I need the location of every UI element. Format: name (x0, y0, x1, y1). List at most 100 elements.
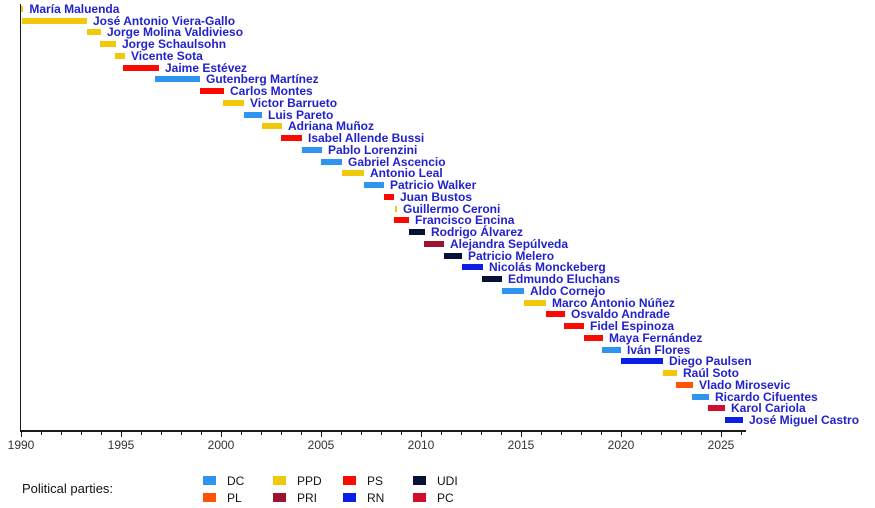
person-name[interactable]: Adriana Muñoz (288, 119, 374, 134)
x-axis-major-tick (121, 431, 122, 437)
person-name[interactable]: Fidel Espinoza (590, 319, 675, 334)
person-name[interactable]: Diego Paulsen (669, 354, 752, 369)
x-axis-major-tick (21, 431, 22, 437)
term-bar (21, 6, 24, 12)
person-name[interactable]: Gutenberg Martínez (206, 72, 319, 87)
x-axis-minor-tick (681, 431, 682, 435)
x-axis-minor-tick (61, 431, 62, 435)
legend-swatch-ps (343, 476, 356, 485)
term-bar (87, 29, 101, 36)
x-axis-minor-tick (81, 431, 82, 435)
x-axis-minor-tick (741, 431, 742, 435)
term-bar (602, 346, 621, 353)
x-axis-major-tick (221, 431, 222, 437)
person-name[interactable]: Patricio Walker (390, 178, 477, 193)
person-name[interactable]: Iván Flores (627, 342, 691, 357)
legend-swatch-pl (203, 493, 216, 502)
term-bar (546, 311, 565, 318)
person-name[interactable]: Ricardo Cifuentes (715, 389, 818, 404)
term-bar (394, 217, 409, 224)
x-axis-minor-tick (401, 431, 402, 435)
x-axis-tick-label: 2015 (507, 438, 535, 452)
legend-swatch-pri (273, 493, 286, 502)
term-bar (342, 170, 364, 177)
person-name[interactable]: Guillermo Ceroni (403, 201, 501, 216)
x-axis-tick-label: 2025 (707, 438, 735, 452)
term-bar (692, 393, 709, 400)
person-name[interactable]: Marco Antonio Núñez (552, 295, 675, 310)
x-axis-minor-tick (261, 431, 262, 435)
person-name[interactable]: Juan Bustos (400, 189, 473, 204)
person-name[interactable]: Alejandra Sepúlveda (450, 236, 569, 251)
x-axis-minor-tick (541, 431, 542, 435)
person-name[interactable]: Karol Cariola (731, 401, 806, 416)
legend-swatch-pc (413, 493, 426, 502)
person-name[interactable]: Vicente Sota (131, 48, 203, 63)
y-axis-line (19, 4, 21, 430)
person-name[interactable]: Francisco Encina (415, 213, 515, 228)
person-name[interactable]: Aldo Cornejo (530, 283, 606, 298)
x-axis-minor-tick (201, 431, 202, 435)
person-name[interactable]: Antonio Leal (370, 166, 443, 181)
x-axis-major-tick (321, 431, 322, 437)
term-bar (123, 64, 159, 71)
person-name[interactable]: José Antonio Viera-Gallo (93, 13, 236, 28)
term-bar (564, 323, 584, 330)
person-name[interactable]: Pablo Lorenzini (328, 142, 418, 157)
x-axis-minor-tick (141, 431, 142, 435)
legend-label-rn: RN (367, 491, 385, 505)
person-name[interactable]: Luis Pareto (268, 107, 334, 122)
term-bar (223, 99, 244, 106)
person-name[interactable]: Jaime Estévez (165, 60, 248, 75)
person-name[interactable]: José Miguel Castro (749, 413, 860, 427)
legend-swatch-rn (343, 493, 356, 502)
person-name[interactable]: María Maluenda (29, 2, 120, 16)
x-axis-minor-tick (441, 431, 442, 435)
person-name[interactable]: Victor Barrueto (250, 95, 338, 110)
person-name[interactable]: Jorge Schaulsohn (122, 37, 227, 52)
x-axis-tick-label: 2005 (307, 438, 335, 452)
legend-label-udi: UDI (437, 474, 458, 488)
x-axis-tick-label: 1990 (7, 438, 35, 452)
person-name[interactable]: Patricio Melero (468, 248, 555, 263)
legend: Political parties: DC PL PPD PRI PS RN UDI PC (0, 468, 875, 508)
person-name[interactable]: Vlado Mirosevic (699, 377, 791, 392)
term-bar (676, 381, 693, 388)
plot-area: María Maluenda José Antonio Viera-Gallo Jo… (7, 2, 860, 452)
term-bar (663, 370, 677, 377)
x-axis-minor-tick (41, 431, 42, 435)
term-bar (424, 240, 444, 247)
x-axis-minor-tick (161, 431, 162, 435)
legend-swatch-dc (203, 476, 216, 485)
x-axis-minor-tick (461, 431, 462, 435)
term-bar (524, 299, 546, 306)
term-bar (115, 52, 125, 59)
person-name[interactable]: Raúl Soto (683, 366, 739, 381)
person-name[interactable]: Nicolás Monckeberg (489, 260, 606, 275)
person-name[interactable]: Isabel Allende Bussi (308, 131, 425, 146)
x-axis-major-tick (521, 431, 522, 437)
person-name[interactable]: Jorge Molina Valdivieso (107, 25, 244, 40)
term-bar (462, 264, 483, 271)
person-name[interactable]: Osvaldo Andrade (571, 307, 670, 322)
term-bar (708, 405, 725, 412)
x-axis-minor-tick (581, 431, 582, 435)
term-bar (281, 135, 302, 142)
person-name[interactable]: Rodrigo Álvarez (431, 225, 524, 240)
term-bar (725, 417, 743, 423)
term-bar (364, 182, 384, 189)
person-name[interactable]: Carlos Montes (230, 84, 313, 99)
term-bar (200, 88, 224, 95)
x-axis-minor-tick (101, 431, 102, 435)
person-name[interactable]: Maya Fernández (609, 330, 703, 345)
person-name[interactable]: Edmundo Eluchans (508, 272, 621, 287)
term-bar (384, 193, 394, 200)
x-axis-minor-tick (561, 431, 562, 435)
term-bar (100, 41, 116, 48)
person-name[interactable]: Gabriel Ascencio (348, 154, 446, 169)
term-bar (584, 334, 603, 341)
x-axis-minor-tick (301, 431, 302, 435)
x-axis-major-tick (721, 431, 722, 437)
term-bar (244, 111, 262, 118)
